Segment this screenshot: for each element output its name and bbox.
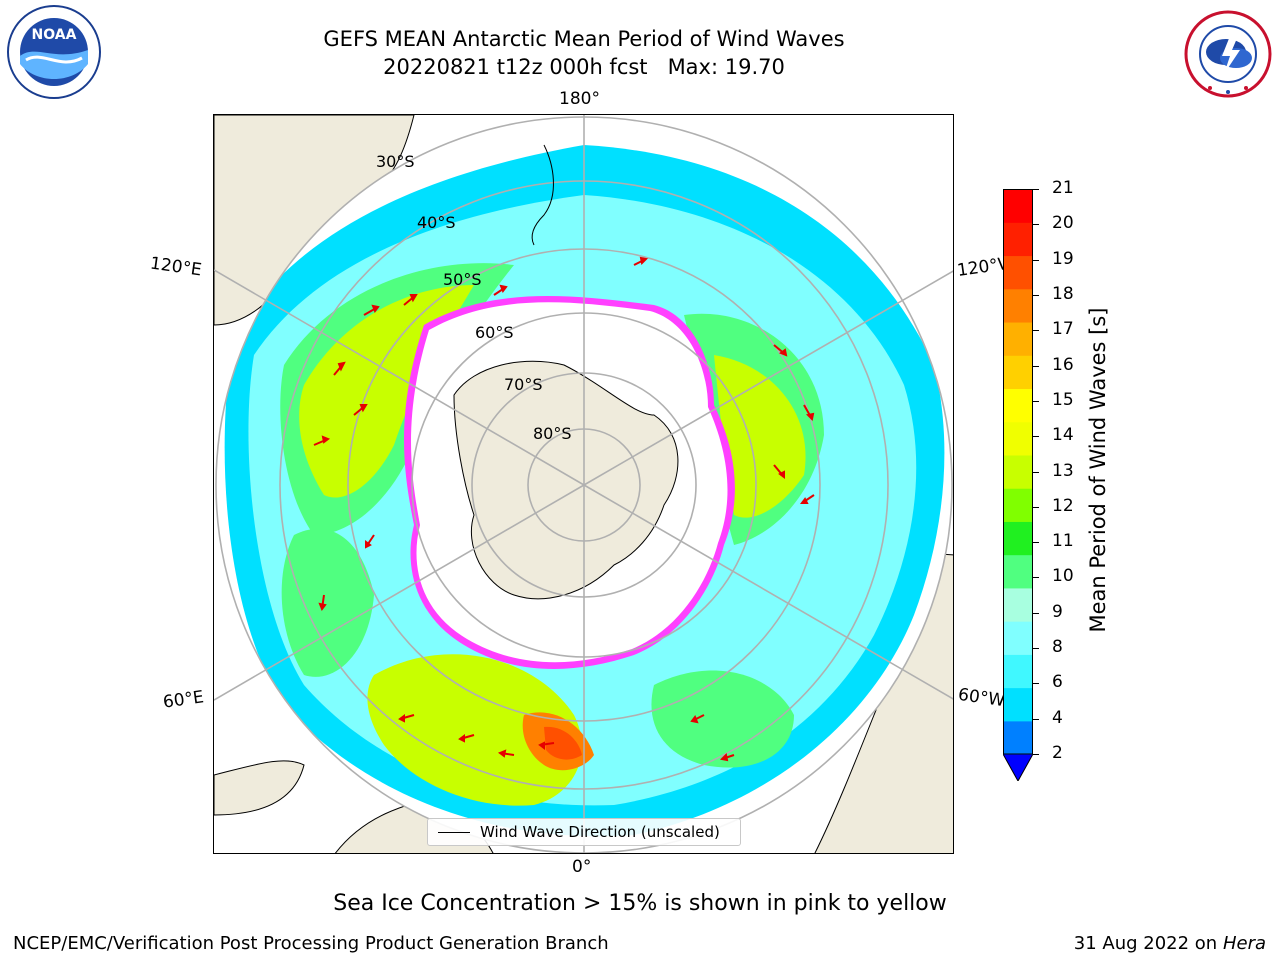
lon-label-120e: 120°E bbox=[148, 253, 203, 281]
footer-organization: NCEP/EMC/Verification Post Processing Pr… bbox=[13, 933, 609, 954]
colorbar-tick-label: 6 bbox=[1052, 672, 1063, 693]
colorbar-tick-mark bbox=[1033, 683, 1039, 685]
noaa-logo: NOAA bbox=[7, 5, 101, 99]
colorbar-segment bbox=[1003, 687, 1033, 722]
lat-label-30s: 30°S bbox=[376, 152, 415, 171]
colorbar-segment bbox=[1003, 587, 1033, 622]
colorbar-segment bbox=[1003, 321, 1033, 356]
colorbar-segment bbox=[1003, 421, 1033, 456]
colorbar-tick-mark bbox=[1033, 577, 1039, 579]
chart-title-line2: 20220821 t12z 000h fcst Max: 19.70 bbox=[383, 55, 785, 79]
footer-host: Hera bbox=[1222, 933, 1266, 954]
colorbar-segment bbox=[1003, 255, 1033, 290]
colorbar-segment bbox=[1003, 454, 1033, 489]
colorbar-extension bbox=[1003, 753, 1033, 781]
colorbar-segment bbox=[1003, 288, 1033, 323]
colorbar-segment bbox=[1003, 621, 1033, 655]
colorbar-tick-mark bbox=[1033, 471, 1039, 473]
colorbar-tick-label: 9 bbox=[1052, 601, 1063, 622]
lon-label-60w: 60°W bbox=[956, 684, 1007, 712]
colorbar-tick-mark bbox=[1033, 542, 1039, 544]
colorbar-tick-label: 19 bbox=[1052, 248, 1074, 269]
lat-label-70s: 70°S bbox=[504, 375, 543, 394]
map-legend: Wind Wave Direction (unscaled) bbox=[427, 818, 741, 846]
map-panel bbox=[213, 114, 954, 854]
colorbar-tick-label: 2 bbox=[1052, 743, 1063, 763]
wave-direction-arrows bbox=[313, 256, 815, 762]
polar-map bbox=[214, 115, 953, 853]
colorbar-tick-label: 14 bbox=[1052, 425, 1074, 446]
chart-title-line1: GEFS MEAN Antarctic Mean Period of Wind … bbox=[323, 27, 845, 51]
colorbar-tick-label: 10 bbox=[1052, 566, 1074, 587]
colorbar-tick-label: 11 bbox=[1052, 531, 1074, 552]
colorbar-tick-label: 15 bbox=[1052, 389, 1074, 410]
colorbar-tick-label: 18 bbox=[1052, 283, 1074, 304]
lat-label-80s: 80°S bbox=[533, 424, 572, 443]
lon-label-60e: 60°E bbox=[161, 687, 206, 713]
legend-line-swatch bbox=[438, 831, 470, 833]
nws-logo bbox=[1184, 10, 1272, 98]
colorbar-tick-mark bbox=[1033, 754, 1039, 755]
colorbar-tick-label: 12 bbox=[1052, 495, 1074, 516]
colorbar-tick-mark bbox=[1033, 294, 1039, 296]
graticule bbox=[214, 115, 953, 853]
colorbar-tick-label: 4 bbox=[1052, 707, 1063, 728]
colorbar-tick-mark bbox=[1033, 436, 1039, 438]
footer-date-text: 31 Aug 2022 on bbox=[1073, 933, 1218, 954]
colorbar-tick-label: 13 bbox=[1052, 460, 1074, 481]
footer-date: 31 Aug 2022 on Hera bbox=[1074, 933, 1266, 954]
colorbar-tick-label: 21 bbox=[1052, 178, 1074, 198]
lat-label-50s: 50°S bbox=[443, 270, 482, 289]
footer-caption: Sea Ice Concentration > 15% is shown in … bbox=[333, 891, 947, 916]
lon-label-180: 180° bbox=[559, 89, 600, 109]
colorbar-tick-mark bbox=[1033, 718, 1039, 720]
colorbar-tick-mark bbox=[1033, 612, 1039, 614]
colorbar-title: Mean Period of Wind Waves [s] bbox=[1086, 307, 1110, 633]
colorbar-segment bbox=[1003, 720, 1033, 755]
colorbar-segment bbox=[1003, 189, 1033, 223]
legend-label: Wind Wave Direction (unscaled) bbox=[480, 823, 720, 841]
lon-label-0: 0° bbox=[572, 857, 592, 877]
colorbar-tick-mark bbox=[1033, 224, 1039, 226]
noaa-logo-text: NOAA bbox=[32, 27, 77, 43]
colorbar bbox=[1003, 189, 1033, 781]
colorbar-tick-label: 20 bbox=[1052, 213, 1074, 234]
colorbar-segment bbox=[1003, 554, 1033, 589]
colorbar-segment bbox=[1003, 654, 1033, 689]
colorbar-segment bbox=[1003, 521, 1033, 556]
colorbar-tick-mark bbox=[1033, 365, 1039, 367]
colorbar-tick-label: 17 bbox=[1052, 319, 1074, 340]
colorbar-tick-mark bbox=[1033, 506, 1039, 508]
colorbar-tick-mark bbox=[1033, 330, 1039, 332]
colorbar-tick-mark bbox=[1033, 259, 1039, 261]
colorbar-segment bbox=[1003, 355, 1033, 390]
lat-label-40s: 40°S bbox=[417, 213, 456, 232]
colorbar-tick-mark bbox=[1033, 648, 1039, 650]
colorbar-segment bbox=[1003, 388, 1033, 423]
colorbar-tick-mark bbox=[1033, 189, 1039, 190]
colorbar-segment bbox=[1003, 222, 1033, 257]
colorbar-tick-mark bbox=[1033, 400, 1039, 402]
colorbar-tick-label: 16 bbox=[1052, 354, 1074, 375]
colorbar-tick-label: 8 bbox=[1052, 637, 1063, 658]
colorbar-segment bbox=[1003, 488, 1033, 522]
lat-label-60s: 60°S bbox=[475, 323, 514, 342]
